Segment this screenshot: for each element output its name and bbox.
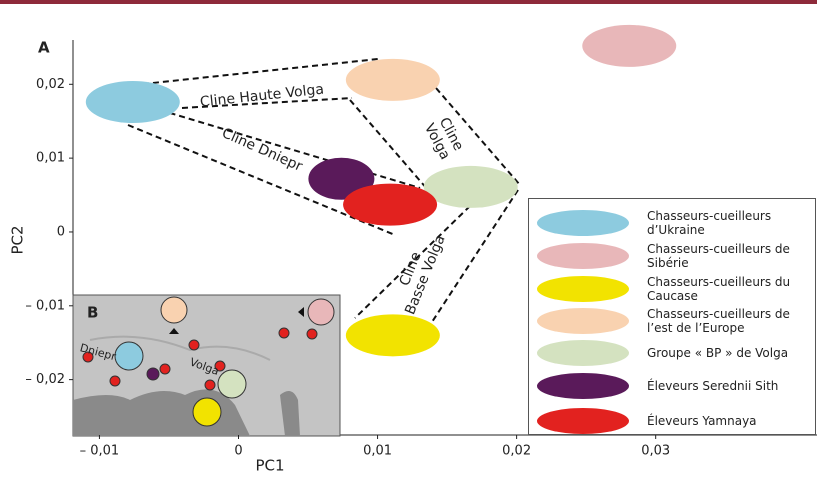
- x-tick-label: – 0,01: [80, 444, 120, 459]
- cline-label: Cline Haute Volga: [199, 82, 324, 111]
- x-tick-label: 0,02: [502, 444, 531, 459]
- legend-item: Chasseurs-cueilleurs du Caucase: [529, 273, 817, 305]
- x-tick-label: 0,03: [641, 444, 670, 459]
- inset-label: B: [87, 304, 98, 322]
- panel-label: A: [38, 39, 50, 57]
- legend-label: Chasseurs-cueilleurs du Caucase: [647, 273, 812, 305]
- y-tick-label: – 0,01: [25, 298, 65, 313]
- legend-swatch: [537, 243, 629, 269]
- legend-label: Chasseurs-cueilleurs de Sibérie: [647, 240, 812, 272]
- inset-map: B Dniepr Volga: [73, 295, 340, 436]
- legend-swatch: [537, 210, 629, 236]
- top-bar: [0, 0, 817, 4]
- y-axis-label: PC2: [9, 225, 27, 254]
- y-tick-label: 0: [57, 224, 65, 239]
- y-tick-label: 0,01: [36, 151, 65, 166]
- legend-item: Chasseurs-cueilleurs d’Ukraine: [529, 207, 817, 239]
- group-ellipse: [86, 81, 180, 123]
- legend-swatch: [537, 308, 629, 334]
- legend-item: Éleveurs Yamnaya: [529, 405, 817, 437]
- legend-swatch: [537, 373, 629, 399]
- x-tick-label: 0,01: [363, 444, 392, 459]
- y-tick-label: 0,02: [36, 77, 65, 92]
- group-ellipse: [343, 184, 437, 226]
- cline-label: ClineBasse Volga: [387, 227, 448, 317]
- group-ellipse: [582, 25, 676, 67]
- x-tick-label: 0: [234, 444, 242, 459]
- legend-label: Éleveurs Serednii Sith: [647, 370, 812, 402]
- legend-item: Éleveurs Serednii Sith: [529, 370, 817, 402]
- legend-label: Chasseurs-cueilleurs de l’est de l’Europ…: [647, 305, 812, 337]
- legend-swatch: [537, 408, 629, 434]
- legend-label: Éleveurs Yamnaya: [647, 405, 812, 437]
- legend-swatch: [537, 340, 629, 366]
- cline-label-line: Cline Haute Volga: [199, 82, 324, 111]
- legend-label: Chasseurs-cueilleurs d’Ukraine: [647, 207, 812, 239]
- legend-item: Chasseurs-cueilleurs de l’est de l’Europ…: [529, 305, 817, 337]
- legend-item: Groupe « BP » de Volga: [529, 337, 817, 369]
- group-ellipse: [346, 59, 440, 101]
- group-ellipse: [346, 314, 440, 356]
- x-axis-label: PC1: [255, 457, 284, 475]
- legend-item: Chasseurs-cueilleurs de Sibérie: [529, 240, 817, 272]
- legend-label: Groupe « BP » de Volga: [647, 337, 812, 369]
- group-ellipse: [424, 166, 518, 208]
- cline-label: ClineVolga: [421, 114, 467, 163]
- legend-swatch: [537, 276, 629, 302]
- y-tick-label: – 0,02: [25, 372, 65, 387]
- page: {"chart_data": {"type": "scatter", "pane…: [0, 0, 817, 491]
